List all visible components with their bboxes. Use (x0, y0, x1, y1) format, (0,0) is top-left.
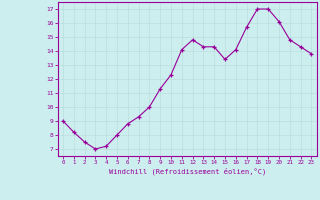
X-axis label: Windchill (Refroidissement éolien,°C): Windchill (Refroidissement éolien,°C) (108, 168, 266, 175)
